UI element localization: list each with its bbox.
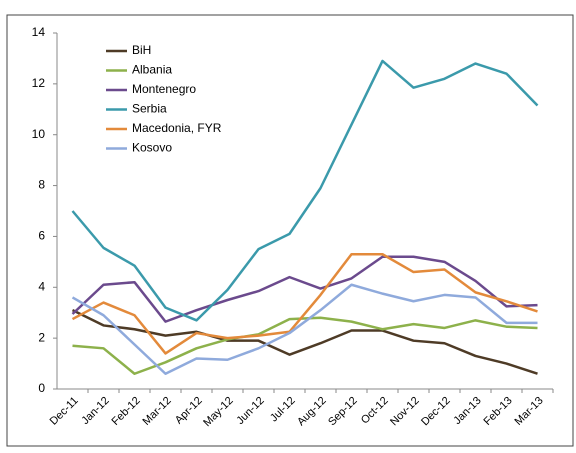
y-tick-label: 14 (32, 25, 46, 39)
legend-label: Serbia (132, 102, 167, 116)
y-tick-label: 2 (38, 330, 45, 344)
series-line (71, 255, 538, 323)
legend-label: Macedonia, FYR (132, 121, 222, 135)
y-tick-label: 4 (38, 279, 45, 293)
legend-label: Kosovo (132, 141, 172, 155)
series-line (71, 283, 538, 375)
y-tick-label: 6 (38, 229, 45, 243)
y-tick-label: 8 (38, 178, 45, 192)
y-tick-label: 0 (38, 381, 45, 395)
legend-label: Albania (132, 63, 172, 77)
y-tick-label: 12 (32, 76, 46, 90)
series-line (71, 252, 538, 355)
legend-label: BiH (132, 43, 151, 57)
series-line (71, 59, 539, 322)
chart-frame (6, 14, 574, 447)
series-line (72, 316, 538, 375)
legend-label: Montenegro (132, 82, 196, 96)
y-tick-label: 10 (32, 127, 46, 141)
